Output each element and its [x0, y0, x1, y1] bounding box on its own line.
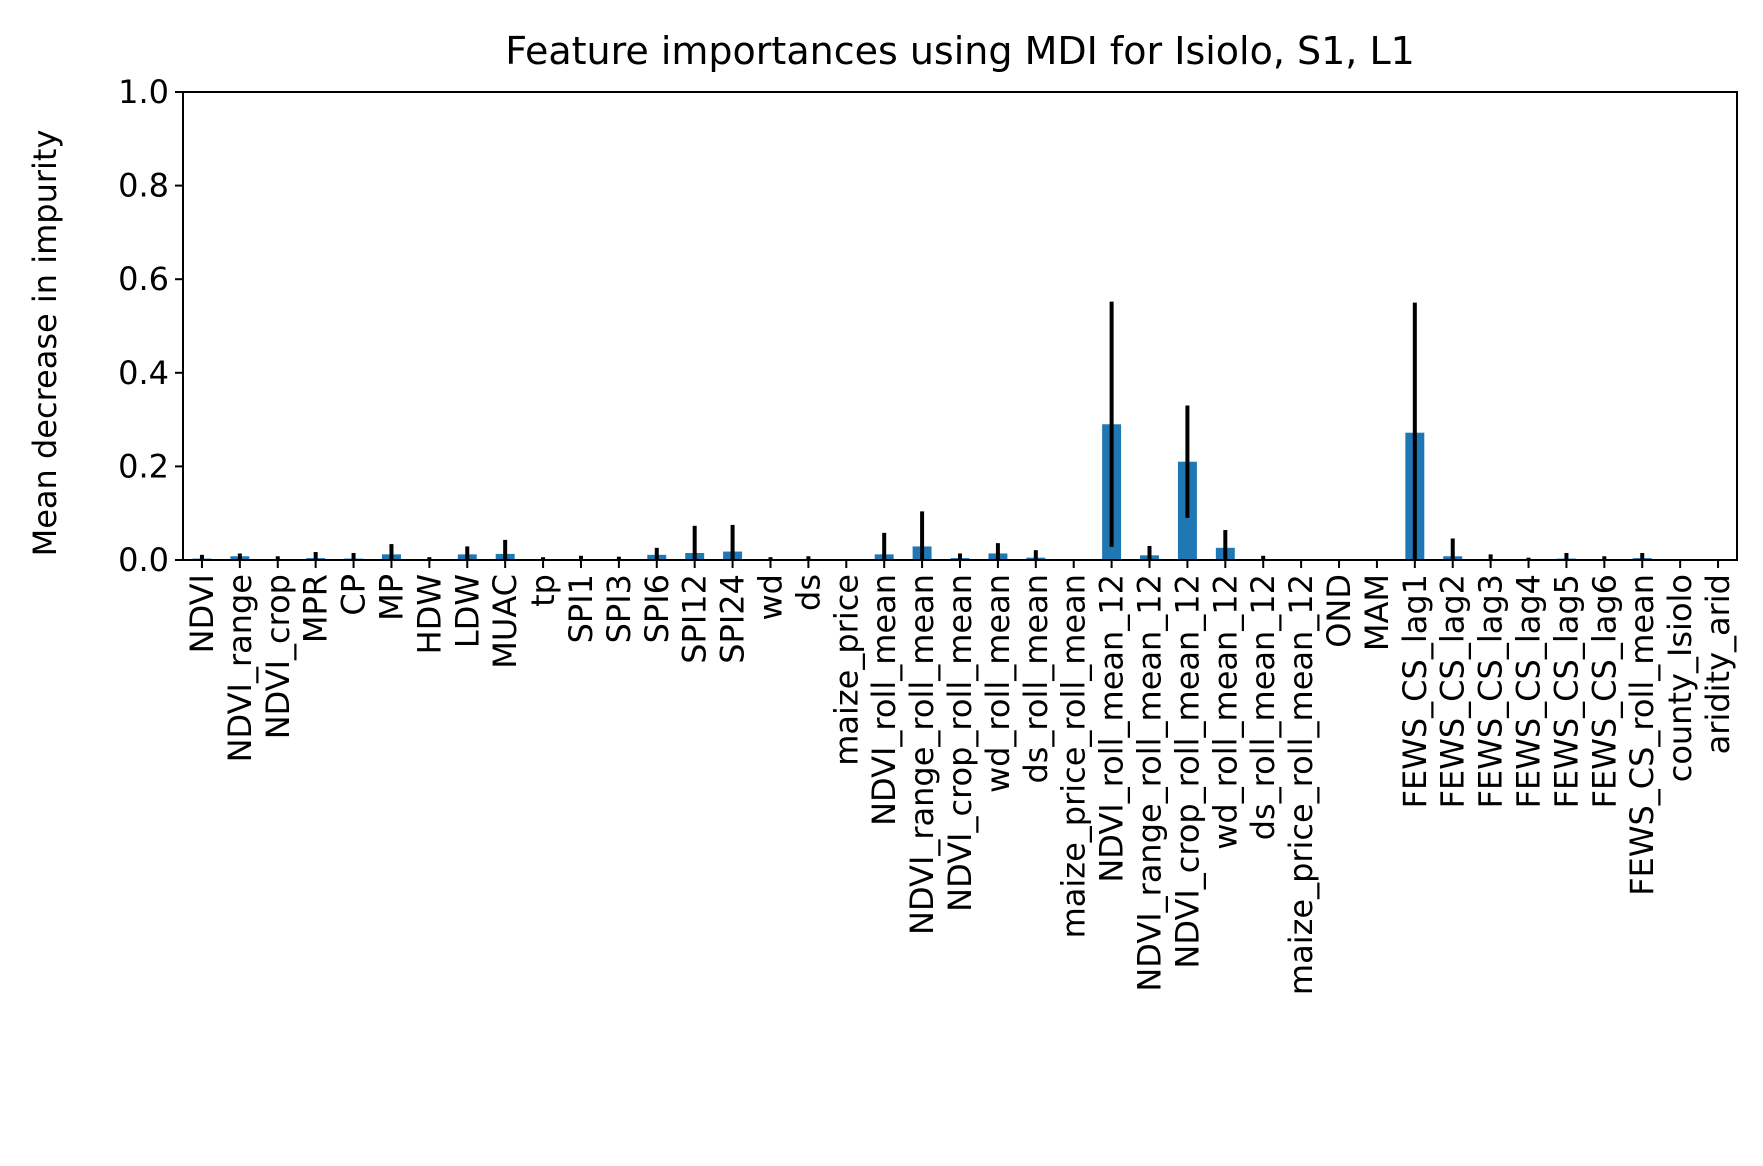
x-tick-label: OND: [1320, 574, 1358, 648]
x-tick-label: MPR: [297, 574, 335, 643]
x-tick-label: FEWS_CS_roll_mean: [1623, 574, 1661, 896]
x-tick-label: ds_roll_mean_12: [1244, 574, 1282, 840]
y-axis-label: Mean decrease in impurity: [26, 130, 64, 557]
x-tick-label: NDVI_roll_mean_12: [1093, 574, 1131, 883]
y-axis-ticks: 0.0 0.2 0.4 0.6 0.8 1.0: [118, 73, 183, 579]
x-tick-label: MAM: [1358, 574, 1396, 651]
x-tick-label: NDVI_crop: [259, 574, 297, 739]
x-tick-label: maize_price_roll_mean: [1055, 574, 1093, 938]
x-tick-label: FEWS_CS_lag3: [1472, 574, 1510, 808]
chart-title: Feature importances using MDI for Isiolo…: [505, 29, 1415, 73]
x-tick-label: NDVI: [183, 574, 221, 653]
x-tick-label: SPI24: [714, 574, 752, 664]
y-tick-label: 0.2: [118, 447, 169, 485]
y-tick-label: 0.6: [118, 260, 169, 298]
x-tick-label: ds_roll_mean: [1017, 574, 1055, 784]
x-tick-label: NDVI_crop_roll_mean: [941, 574, 979, 912]
plot-frame: [182, 91, 1738, 561]
x-tick-label: NDVI_crop_roll_mean_12: [1168, 574, 1206, 969]
x-tick-label: NDVI_range_roll_mean: [903, 574, 941, 935]
y-tick-label: 0.4: [118, 354, 169, 392]
x-tick-label: HDW: [410, 574, 448, 654]
x-tick-label: maize_price: [827, 574, 865, 766]
x-tick-label: MP: [372, 574, 410, 621]
x-tick-label: county_Isiolo: [1661, 574, 1699, 782]
x-tick-label: FEWS_CS_lag4: [1510, 574, 1548, 808]
x-tick-label: SPI3: [600, 574, 638, 643]
x-tick-label: FEWS_CS_lag2: [1434, 574, 1472, 808]
x-tick-label: ds: [789, 574, 827, 611]
x-tick-label: wd: [751, 574, 789, 620]
y-tick-label: 1.0: [118, 73, 169, 111]
x-tick-label: NDVI_roll_mean: [865, 574, 903, 826]
x-tick-label: maize_price_roll_mean_12: [1282, 574, 1320, 995]
x-tick-label: LDW: [448, 574, 486, 648]
y-tick-label: 0.0: [118, 541, 169, 579]
x-tick-label: SPI6: [638, 574, 676, 643]
x-tick-label: tp: [524, 574, 562, 607]
x-tick-label: SPI12: [676, 574, 714, 664]
x-tick-label: SPI1: [562, 574, 600, 643]
x-tick-label: aridity_arid: [1699, 574, 1737, 754]
x-tick-label: NDVI_range_roll_mean_12: [1131, 574, 1169, 992]
x-tick-label: CP: [335, 574, 373, 616]
y-tick-label: 0.8: [118, 167, 169, 205]
x-tick-label: NDVI_range: [221, 574, 259, 762]
x-axis-ticks: NDVI NDVI_range NDVI_crop MPR CP MP HDW LDW MUAC…: [183, 560, 1737, 995]
x-tick-label: MUAC: [486, 574, 524, 669]
x-tick-label: wd_roll_mean: [979, 574, 1017, 793]
x-tick-label: FEWS_CS_lag1: [1396, 574, 1434, 808]
x-tick-label: FEWS_CS_lag5: [1547, 574, 1585, 808]
x-tick-label: FEWS_CS_lag6: [1585, 574, 1623, 808]
error-bars-layer: [199, 301, 1645, 560]
x-tick-label: wd_roll_mean_12: [1206, 574, 1244, 850]
